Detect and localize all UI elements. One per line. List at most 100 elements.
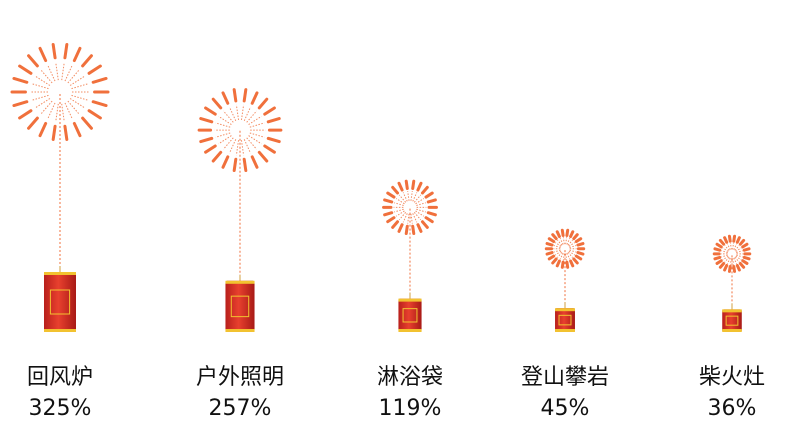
burst-ray [398, 194, 407, 203]
burst-tip [38, 121, 48, 138]
burst-tip [250, 91, 259, 105]
burst-tip [257, 150, 269, 163]
value-label: 45% [541, 396, 590, 421]
firecracker-label [402, 308, 418, 323]
burst-tip [27, 54, 39, 68]
burst-tip [741, 242, 749, 249]
burst-ray [721, 250, 728, 254]
burst-tip [742, 247, 751, 252]
burst [712, 234, 752, 273]
burst-tip [576, 242, 585, 247]
burst-tip [411, 224, 416, 236]
burst-ray [235, 104, 240, 121]
burst-tip [738, 262, 746, 269]
burst-ray [416, 208, 426, 213]
burst-tip [424, 216, 434, 224]
burst-ray [569, 245, 577, 248]
burst-tip [266, 136, 281, 144]
burst-tip [18, 109, 33, 120]
burst-ray [557, 239, 563, 246]
burst-tip [545, 251, 554, 256]
burst-ray [553, 245, 561, 248]
burst-ray [55, 103, 59, 122]
burst-ray [31, 94, 49, 101]
firecracker-band [225, 280, 255, 284]
firecracker-band [398, 329, 422, 332]
burst-ray [40, 69, 53, 84]
burst-ray [565, 237, 568, 245]
burst-tip [81, 116, 93, 130]
burst-ray [71, 83, 89, 90]
burst-ray [569, 249, 577, 253]
burst-ray [229, 106, 237, 121]
burst-ray [721, 254, 728, 258]
burst-ray [218, 135, 232, 145]
burst-tip [242, 88, 248, 103]
burst-tip [547, 237, 556, 244]
burst-ray [567, 239, 573, 246]
burst-tip [574, 237, 583, 244]
firecracker-band [555, 308, 575, 312]
burst-ray [249, 122, 265, 128]
burst-tip [565, 260, 570, 269]
burst-tip [81, 54, 93, 68]
burst-ray [394, 208, 404, 213]
burst-ray [67, 69, 80, 84]
burst-ray [562, 237, 565, 245]
value-label: 257% [209, 396, 272, 421]
burst [544, 228, 586, 269]
burst-ray [64, 64, 73, 82]
burst-tip [565, 228, 570, 237]
burst-tip [555, 259, 561, 268]
burst-tip [713, 247, 722, 252]
burst-ray [733, 257, 738, 265]
burst-tip [574, 254, 583, 261]
firecracker-band [225, 329, 255, 332]
burst-ray [568, 250, 576, 256]
burst-ray [568, 242, 576, 247]
burst-ray [735, 247, 742, 252]
burst-tip [723, 236, 729, 244]
burst-ray [562, 253, 565, 261]
burst-tip [727, 234, 732, 243]
burst-ray [61, 62, 65, 81]
burst-tip [572, 233, 579, 241]
burst-ray [249, 132, 265, 138]
burst-ray [413, 194, 422, 203]
burst-ray [722, 247, 729, 252]
burst-tip [91, 100, 108, 108]
burst-ray [722, 255, 729, 261]
burst-ray [732, 258, 735, 265]
burst-tip [545, 242, 554, 247]
burst-tip [199, 117, 214, 124]
burst-tip [383, 211, 394, 217]
firecracker-band [722, 329, 742, 332]
burst-tip [715, 259, 723, 265]
burst-ray [729, 242, 732, 250]
firecracker-band [398, 298, 422, 302]
burst-tip [221, 155, 230, 169]
burst-tip [383, 198, 394, 204]
burst-tip [266, 117, 281, 124]
burst-tip [199, 136, 214, 144]
burst-ray [736, 254, 743, 258]
burst-tip [404, 179, 409, 191]
burst-tip [27, 116, 39, 130]
burst-tip [560, 260, 565, 269]
burst [382, 179, 438, 236]
burst-ray [566, 238, 571, 245]
burst-ray [733, 243, 738, 251]
burst [10, 42, 110, 142]
burst-ray [47, 64, 56, 82]
burst-tip [723, 263, 729, 272]
burst-tip [211, 150, 223, 163]
burst-ray [736, 250, 743, 254]
burst-tip [727, 265, 732, 273]
burst-tip [257, 97, 269, 110]
burst-tip [576, 251, 585, 256]
burst-ray [724, 256, 730, 263]
burst-ray [67, 100, 80, 115]
burst-tip [404, 224, 409, 236]
burst-tip [715, 242, 723, 249]
